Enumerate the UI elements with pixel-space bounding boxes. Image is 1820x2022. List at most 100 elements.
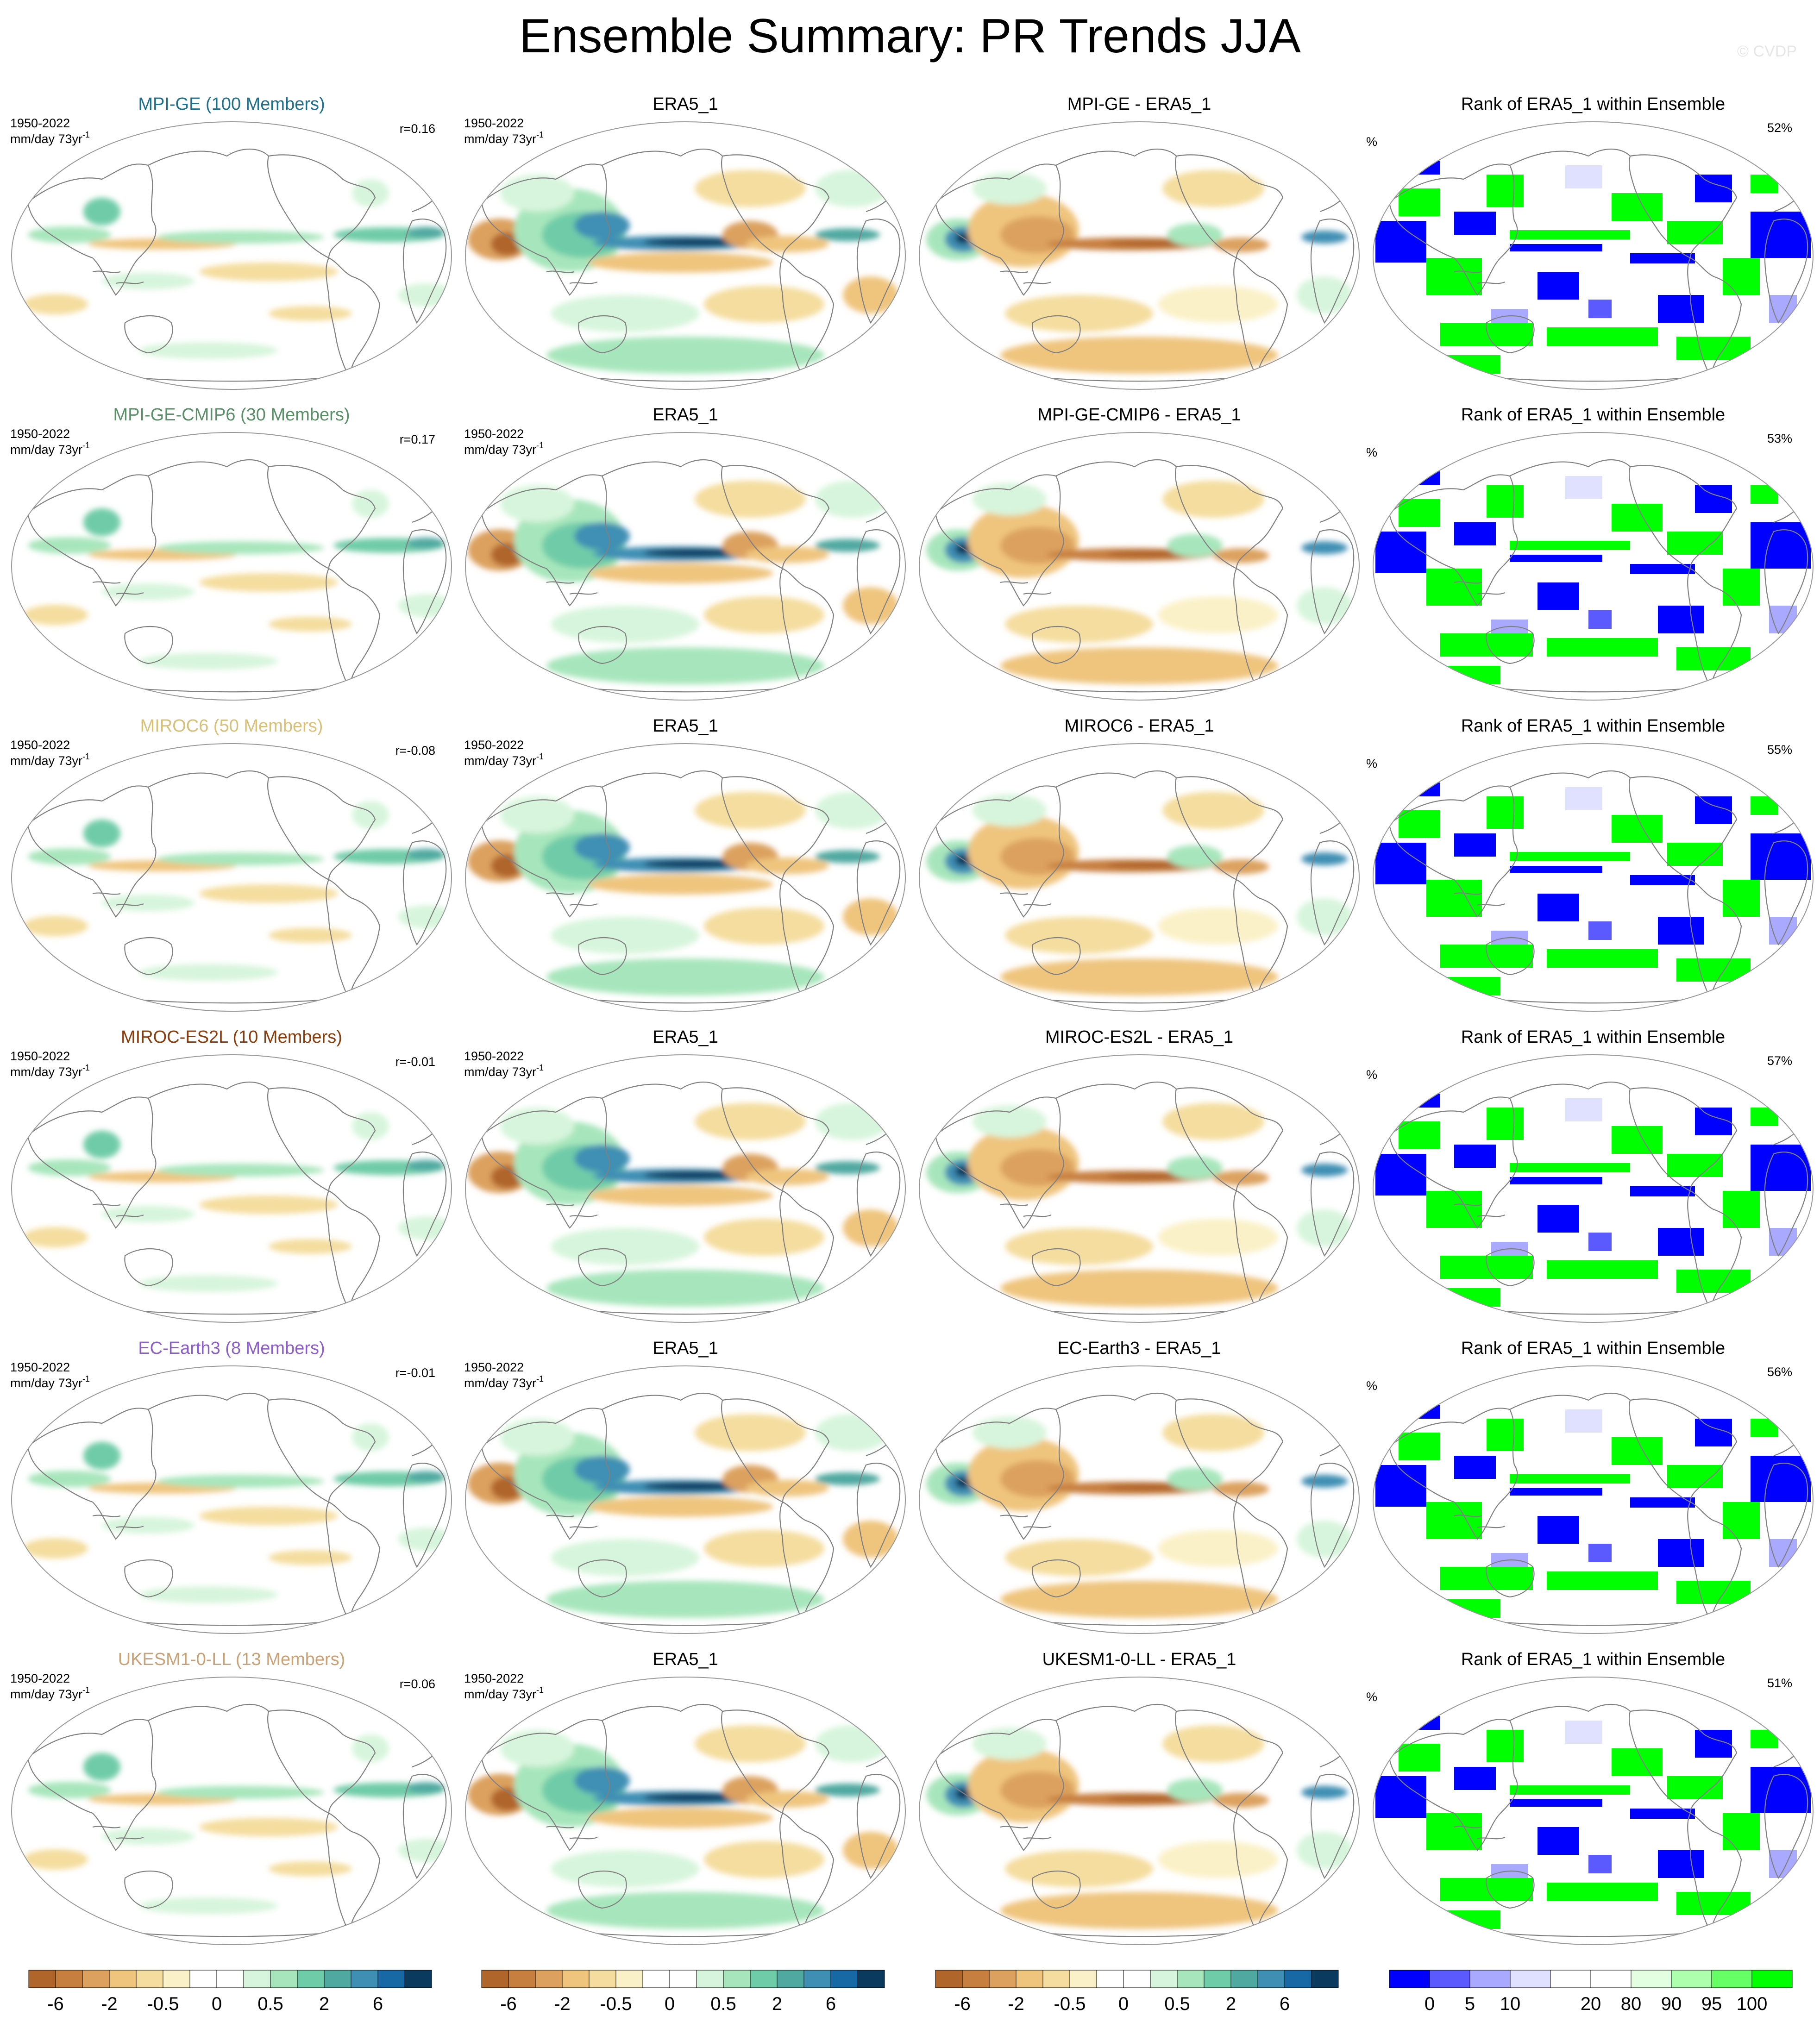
colorbar-swatch [1671,1970,1712,1988]
rank-percent: 56% [1767,1365,1792,1379]
colorbar-swatch [1230,1970,1258,1988]
period-label: 1950-2022 [464,1360,524,1374]
rank-unit: % [1366,135,1377,149]
colorbar-tick-label: 0 [665,1994,675,2014]
colorbar-swatch [935,1970,963,1988]
colorbar-swatch [803,1970,831,1988]
colorbar-swatch [1631,1970,1672,1988]
rank-unit: % [1366,1379,1377,1393]
colorbar-swatch [324,1970,351,1988]
pattern-correlation: r=0.16 [400,122,435,136]
rank-unit: % [1366,1068,1377,1082]
panel-row3-diff [919,743,1360,1012]
model-title: UKESM1-0-LL (13 Members) [118,1650,345,1669]
panel-row3-model [11,743,452,1012]
colorbar-swatch [1177,1970,1205,1988]
panel-row4-obs [465,1054,906,1323]
colorbar-tick-label: 10 [1500,1994,1521,2014]
panel-row6-diff [919,1677,1360,1945]
units-label: mm/day 73yr-1 [10,1685,90,1701]
colorbar-tick-label: -0.5 [600,1994,632,2014]
figure-title: Ensemble Summary: PR Trends JJA [519,9,1301,63]
colorbar-swatch [1711,1970,1752,1988]
colorbar-tick-label: 100 [1737,1994,1768,2014]
colorbar-tick-label: 0.5 [710,1994,736,2014]
units-label: mm/day 73yr-1 [464,130,544,146]
rank-unit: % [1366,1690,1377,1704]
pattern-correlation: r=-0.01 [395,1055,435,1069]
colorbar-swatch [1751,1970,1793,1988]
model-title: MPI-GE (100 Members) [138,94,325,114]
obs-title: ERA5_1 [653,1339,718,1358]
difference-title: UKESM1-0-LL - ERA5_1 [1042,1650,1236,1669]
units-label: mm/day 73yr-1 [10,130,90,146]
rank-percent: 57% [1767,1054,1792,1068]
colorbar-swatch [109,1970,137,1988]
colorbar-tick-label: 0.5 [1164,1994,1190,2014]
panel-row3-obs [465,743,906,1012]
panel-row1-diff [919,121,1360,390]
rank-title: Rank of ERA5_1 within Ensemble [1461,1339,1725,1358]
colorbar-swatch [1016,1970,1043,1988]
difference-title: EC-Earth3 - ERA5_1 [1058,1339,1221,1358]
colorbar-swatch [589,1970,616,1988]
colorbar-swatch [28,1970,56,1988]
units-label: mm/day 73yr-1 [464,1374,544,1390]
colorbar-tick-label: 2 [772,1994,782,2014]
colorbar-swatch [1150,1970,1178,1988]
colorbar-swatch [508,1970,536,1988]
colorbar-swatch [216,1970,244,1988]
colorbar-swatch [1510,1970,1551,1988]
period-label: 1950-2022 [10,116,70,130]
colorbar-swatch [777,1970,804,1988]
period-label: 1950-2022 [10,1671,70,1685]
rank-colorbar: 0 5 10 20 80 90 95 100 [1389,1970,1793,2014]
colorbar-tick-label: 6 [826,1994,836,2014]
obs-title: ERA5_1 [653,94,718,114]
colorbar-tick-label: -6 [954,1994,971,2014]
colorbar-swatch [1389,1970,1430,1988]
colorbar-swatch [1469,1970,1511,1988]
colorbar-tick-label: 95 [1701,1994,1722,2014]
colorbar-tick-label: 5 [1465,1994,1475,2014]
colorbar-swatch [830,1970,858,1988]
colorbar-swatch [696,1970,724,1988]
colorbar-tick-label: 2 [1226,1994,1236,2014]
model-title: MIROC6 (50 Members) [140,716,323,736]
pattern-correlation: r=-0.01 [395,1366,435,1380]
rank-percent: 55% [1767,743,1792,757]
colorbar-swatch [1284,1970,1312,1988]
panel-row5-obs [465,1365,906,1634]
difference-title: MPI-GE - ERA5_1 [1067,94,1211,114]
units-label: mm/day 73yr-1 [464,1063,544,1079]
period-label: 1950-2022 [10,1360,70,1374]
units-label: mm/day 73yr-1 [464,1685,544,1701]
cvdp-watermark: © CVDP [1737,43,1797,60]
obs-title: ERA5_1 [653,1027,718,1047]
panel-row2-obs [465,432,906,701]
colorbar-swatch [989,1970,1017,1988]
colorbar-swatch [1204,1970,1231,1988]
difference-title: MIROC-ES2L - ERA5_1 [1045,1027,1233,1047]
colorbar-tick-label: 2 [319,1994,329,2014]
colorbar-swatch [615,1970,643,1988]
colorbar-swatch [962,1970,990,1988]
period-label: 1950-2022 [464,427,524,441]
period-label: 1950-2022 [10,427,70,441]
obs-title: ERA5_1 [653,405,718,425]
colorbar-swatch [136,1970,163,1988]
colorbar-swatch [1590,1970,1632,1988]
trend-colorbar-model: -6 -2 -0.5 0 0.5 2 6 [28,1970,432,2014]
colorbar-swatch [377,1970,405,1988]
colorbar-swatch [189,1970,217,1988]
colorbar-tick-label: -0.5 [147,1994,179,2014]
panel-row4-model [11,1054,452,1323]
colorbar-swatch [1429,1970,1470,1988]
panel-row1-rank [1373,121,1814,390]
colorbar-swatch [1311,1970,1339,1988]
colorbar-swatch [750,1970,778,1988]
panel-row5-model [11,1365,452,1634]
pattern-correlation: r=0.06 [400,1677,435,1691]
pattern-correlation: r=0.17 [400,432,435,446]
